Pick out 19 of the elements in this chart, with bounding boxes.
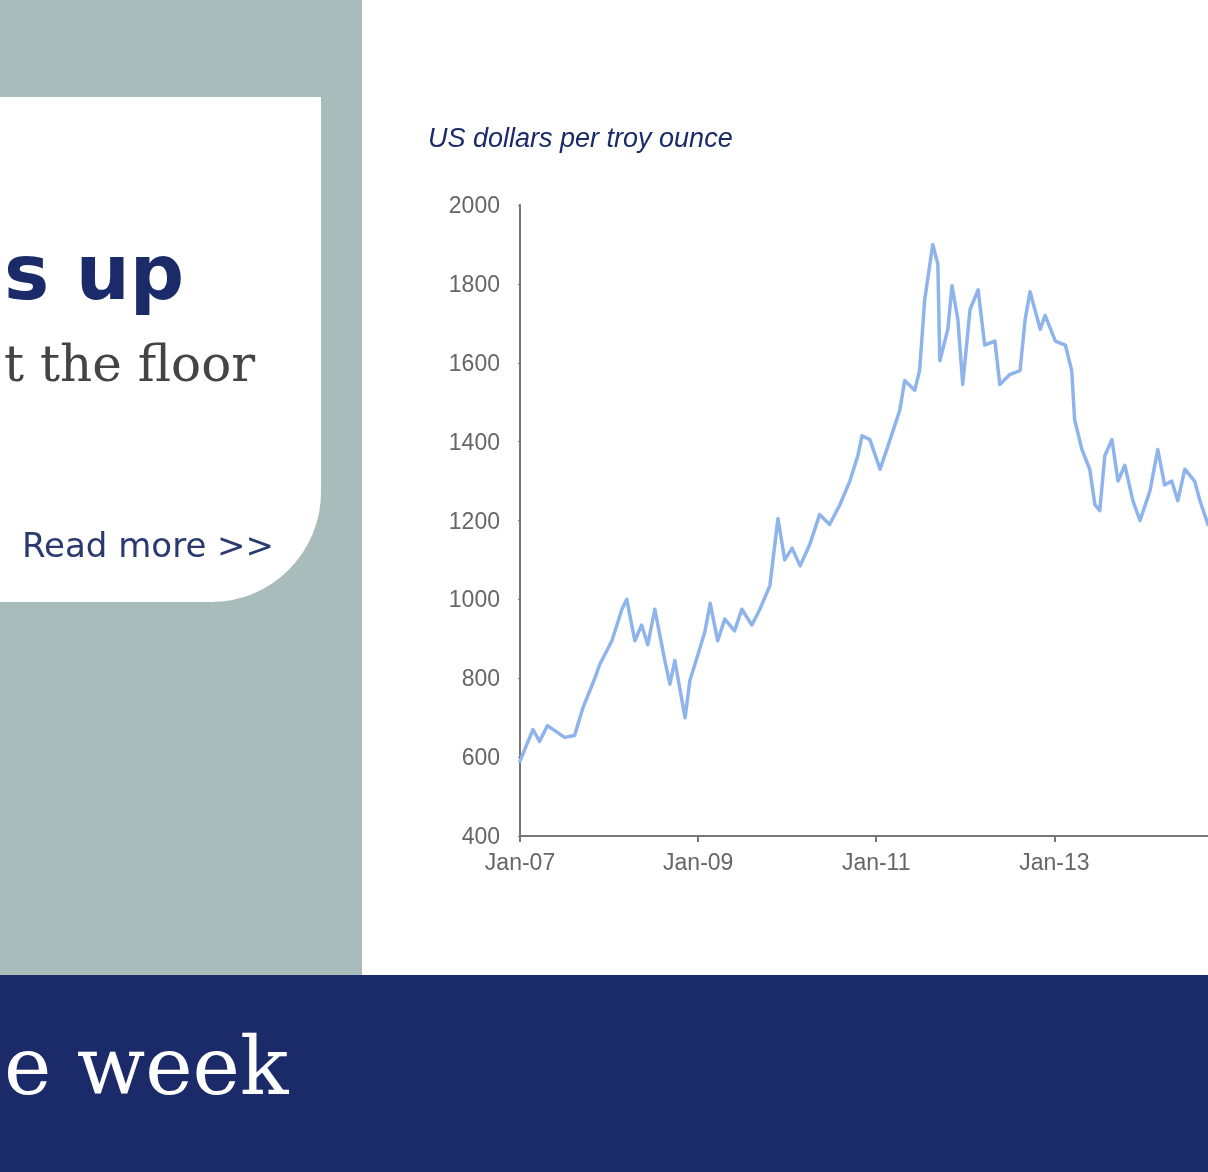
x-tick-label: Jan-13 xyxy=(1019,848,1090,875)
line-series xyxy=(518,242,1208,763)
y-tick-label: 1000 xyxy=(448,586,500,613)
x-tick-label: Jan-11 xyxy=(841,848,911,875)
y-axis-title: US dollars per troy ounce xyxy=(428,122,733,153)
x-tick-label: Jan-09 xyxy=(663,848,734,875)
y-tick-label: 600 xyxy=(461,744,500,771)
x-tick-label: Jan-07 xyxy=(484,848,556,875)
y-tick-label: 1600 xyxy=(448,349,500,376)
y-tick-label: 2000 xyxy=(448,192,500,218)
text: Read more >> xyxy=(22,525,275,565)
y-tick-label: 1800 xyxy=(448,270,500,297)
text: s up xyxy=(4,228,185,317)
text: t the floor xyxy=(4,335,256,393)
text: e week xyxy=(4,1020,289,1113)
y-tick-label: 1200 xyxy=(448,507,500,534)
y-tick-label: 1400 xyxy=(448,428,500,455)
y-tick-label: 800 xyxy=(461,665,500,692)
y-tick-label: 400 xyxy=(461,823,500,849)
